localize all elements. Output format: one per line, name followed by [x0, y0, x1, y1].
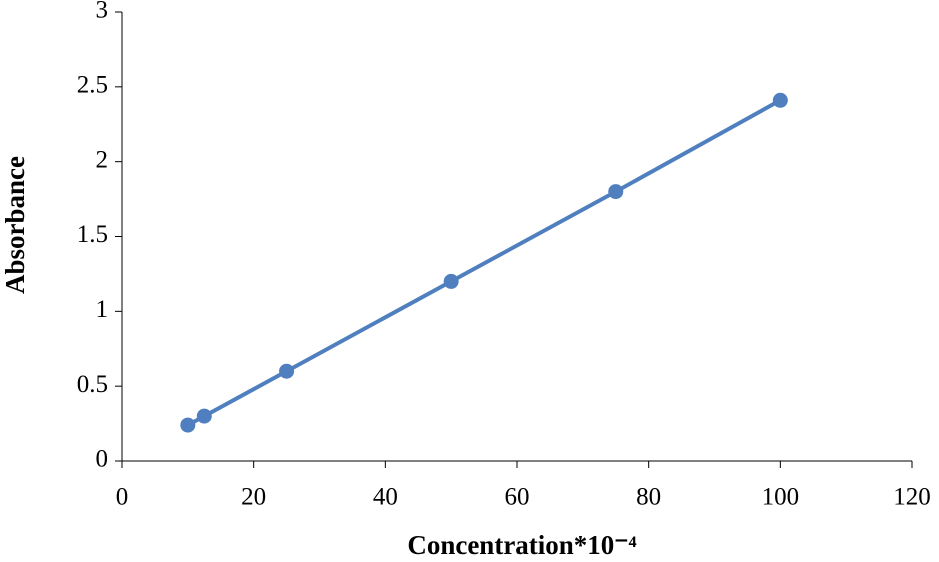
data-point: [772, 92, 788, 108]
y-tick-label: 2.5: [77, 72, 108, 99]
x-tick-label: 100: [762, 484, 800, 511]
data-point: [443, 273, 459, 289]
data-point: [279, 363, 295, 379]
data-line: [186, 98, 782, 427]
x-tick-label: 80: [636, 484, 661, 511]
x-tick-label: 20: [241, 484, 266, 511]
y-axis-title: Absorbance: [0, 156, 30, 294]
y-tick-label: 0.5: [77, 371, 108, 398]
y-tick-label: 1.5: [77, 221, 108, 248]
y-tick-label: 2: [96, 146, 109, 173]
x-axis-title: Concentration*10⁻⁴: [407, 530, 636, 560]
y-tick-label: 0: [96, 446, 109, 473]
x-tick-label: 60: [505, 484, 530, 511]
x-tick-label: 120: [893, 484, 931, 511]
data-point: [180, 417, 196, 433]
data-point: [196, 408, 212, 424]
y-tick-label: 3: [96, 0, 109, 24]
y-tick-label: 1: [96, 296, 109, 323]
data-point: [608, 184, 624, 200]
x-tick-label: 0: [116, 484, 129, 511]
x-tick-label: 40: [373, 484, 398, 511]
